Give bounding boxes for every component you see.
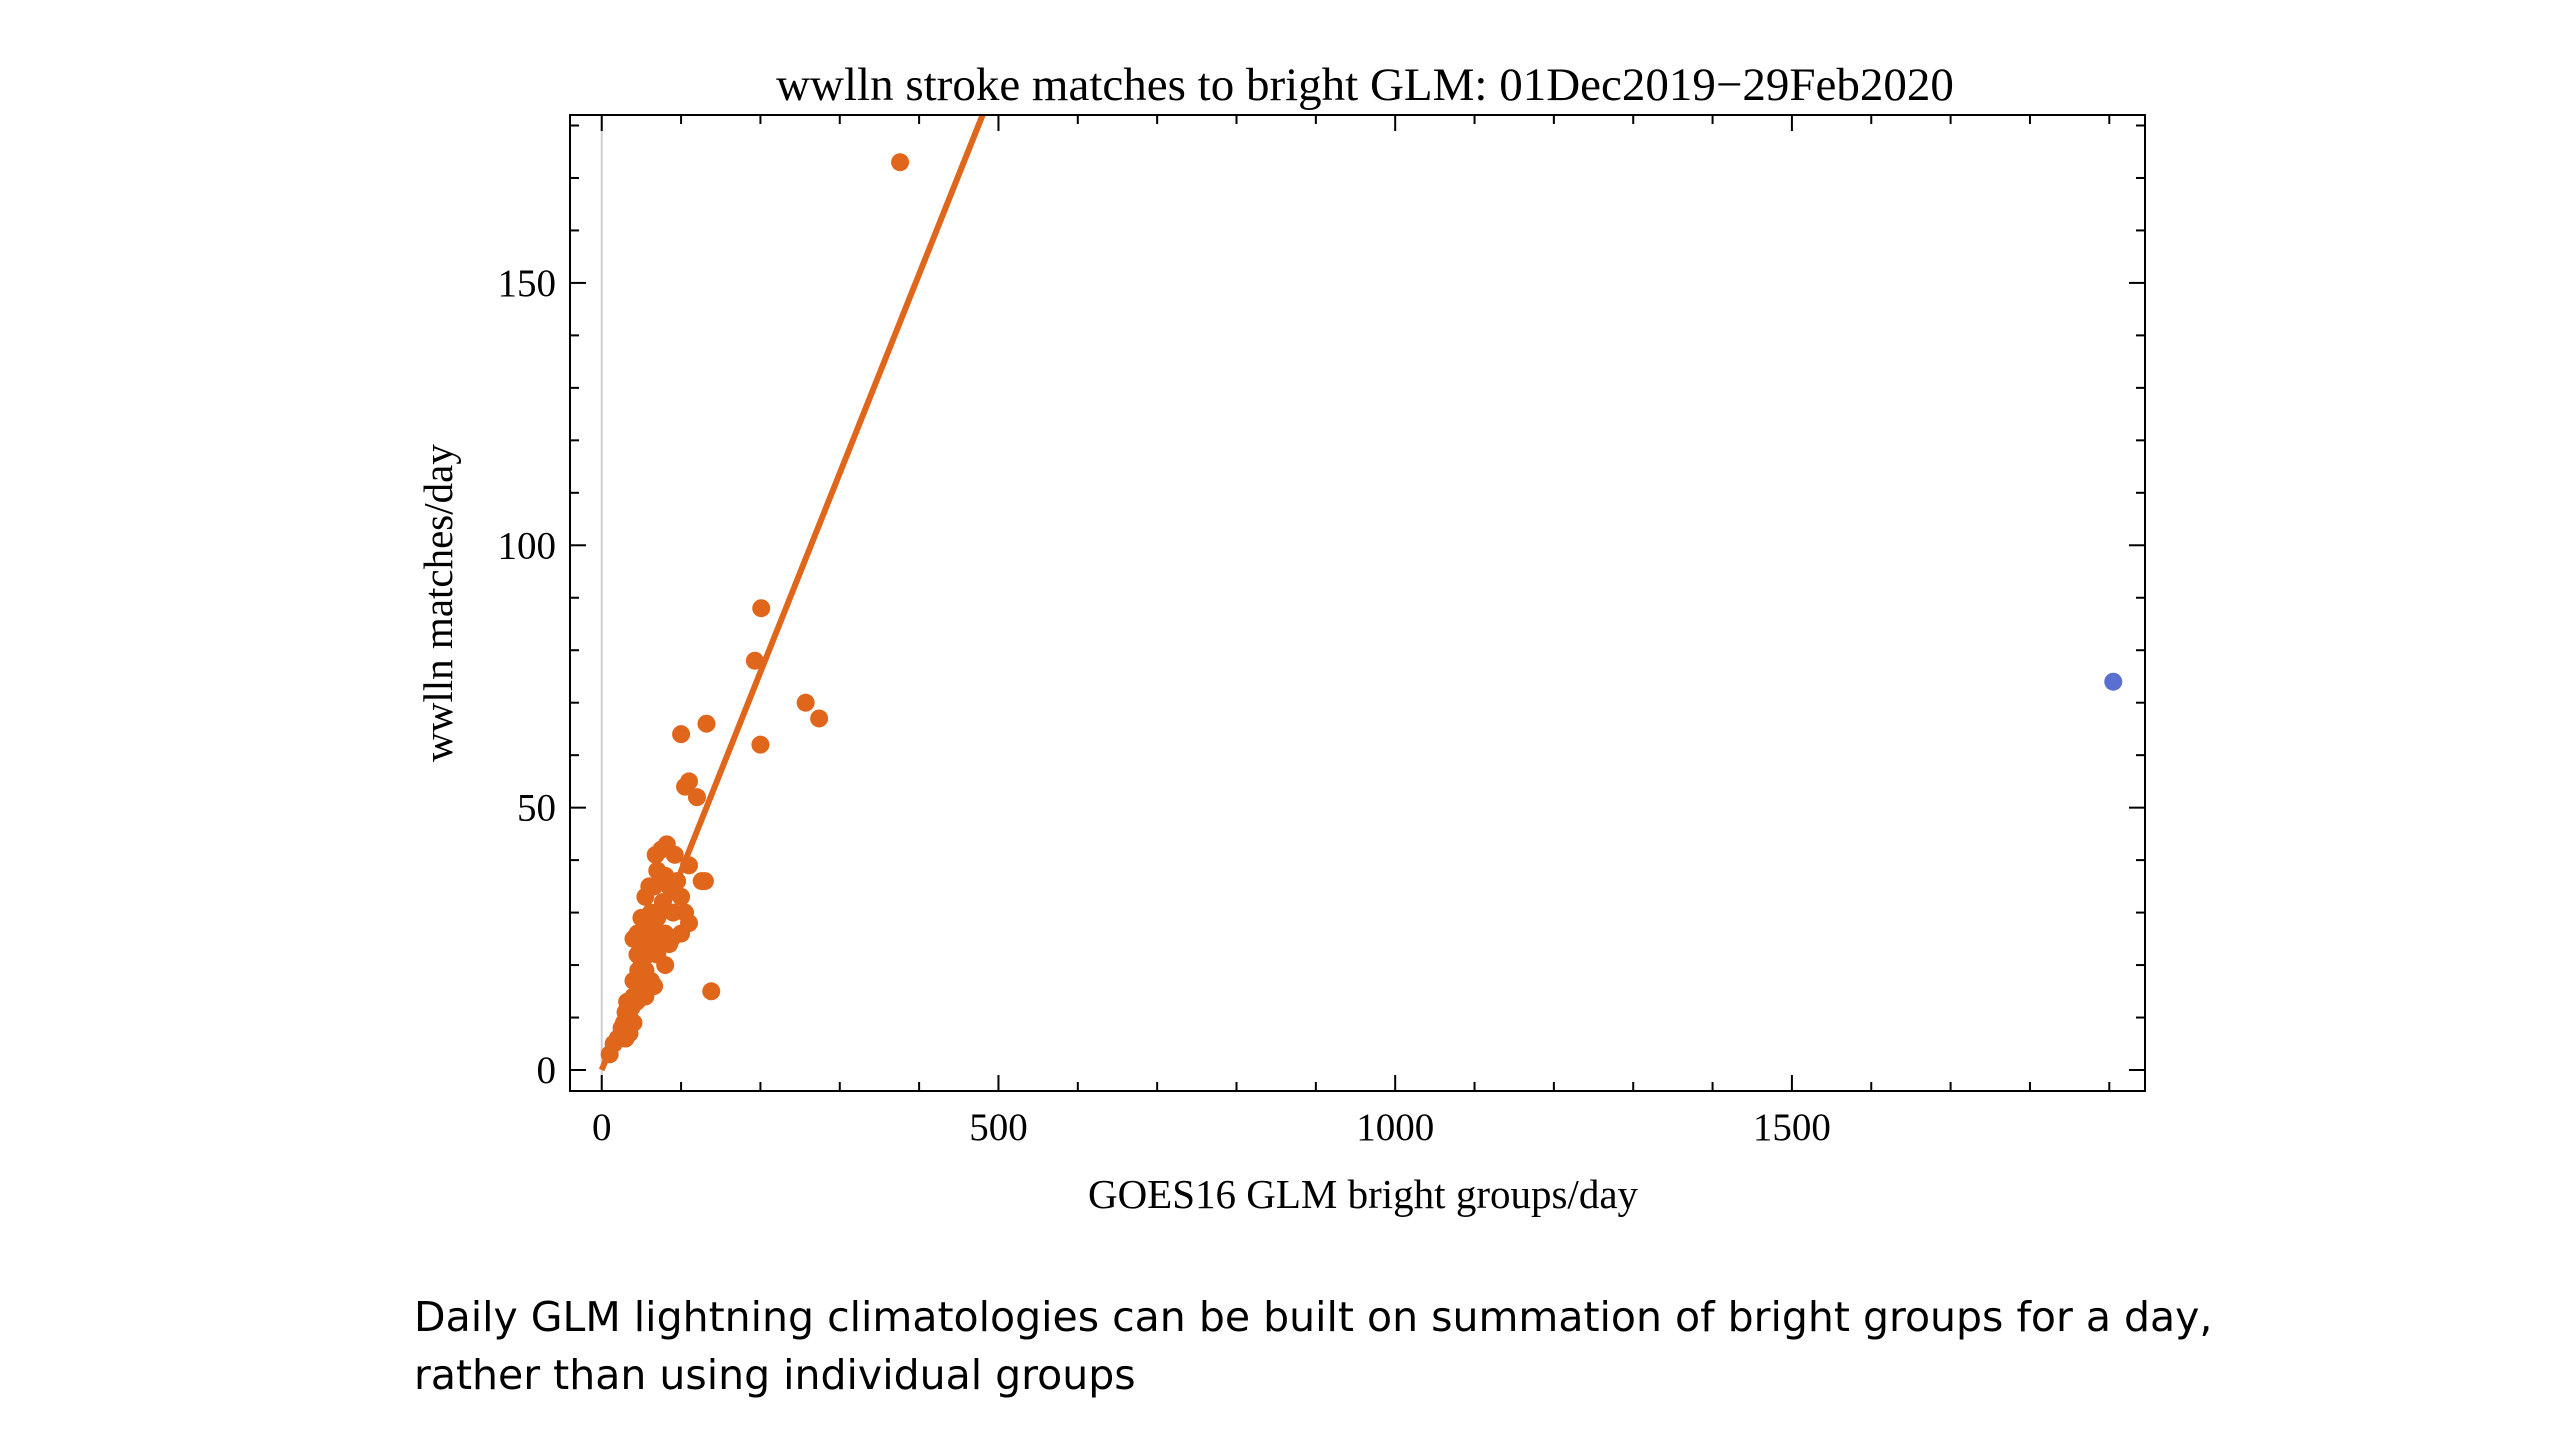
y-axis-label: wwlln matches/day	[415, 444, 461, 762]
data-point	[665, 845, 684, 864]
fit-line	[598, 113, 986, 1072]
axis-ticks: 0 500 1000 1500 0 50 100 150	[498, 115, 2145, 1149]
caption-line-1: Daily GLM lightning climatologies can be…	[414, 1293, 2213, 1341]
x-tick-label: 500	[969, 1106, 1028, 1149]
data-point	[656, 956, 675, 975]
data-points-layer	[600, 153, 2123, 1064]
y-tick-label: 0	[537, 1049, 557, 1092]
data-point	[751, 735, 770, 754]
data-point	[796, 693, 815, 712]
data-point	[660, 935, 679, 954]
data-point	[702, 982, 721, 1001]
data-point	[600, 1045, 619, 1064]
data-point	[680, 856, 699, 875]
slide-caption: Daily GLM lightning climatologies can be…	[414, 1288, 2314, 1404]
fit-line-layer	[598, 113, 986, 1072]
y-tick-label: 50	[517, 787, 556, 830]
x-tick-label: 1500	[1753, 1106, 1831, 1149]
data-point	[745, 651, 764, 670]
data-point	[810, 709, 829, 728]
data-point	[645, 877, 664, 896]
outlier-point	[2104, 672, 2123, 691]
chart-title: wwlln stroke matches to bright GLM: 01De…	[776, 59, 1954, 111]
data-point	[632, 966, 651, 985]
data-point	[891, 153, 910, 172]
data-point	[672, 887, 691, 906]
data-point	[692, 872, 711, 891]
x-tick-label: 1000	[1356, 1106, 1434, 1149]
plot-frame	[569, 114, 2146, 1092]
x-axis-label: GOES16 GLM bright groups/day	[1088, 1171, 1639, 1217]
y-tick-label: 100	[498, 524, 557, 567]
data-point	[687, 788, 706, 807]
data-point	[660, 877, 679, 896]
x-tick-label: 0	[592, 1106, 612, 1149]
data-point	[752, 599, 771, 618]
caption-line-2: rather than using individual groups	[414, 1351, 1136, 1399]
y-tick-label: 150	[498, 262, 557, 305]
data-point	[672, 725, 691, 744]
data-point	[697, 714, 716, 733]
data-point	[676, 777, 695, 796]
data-point	[652, 840, 671, 859]
